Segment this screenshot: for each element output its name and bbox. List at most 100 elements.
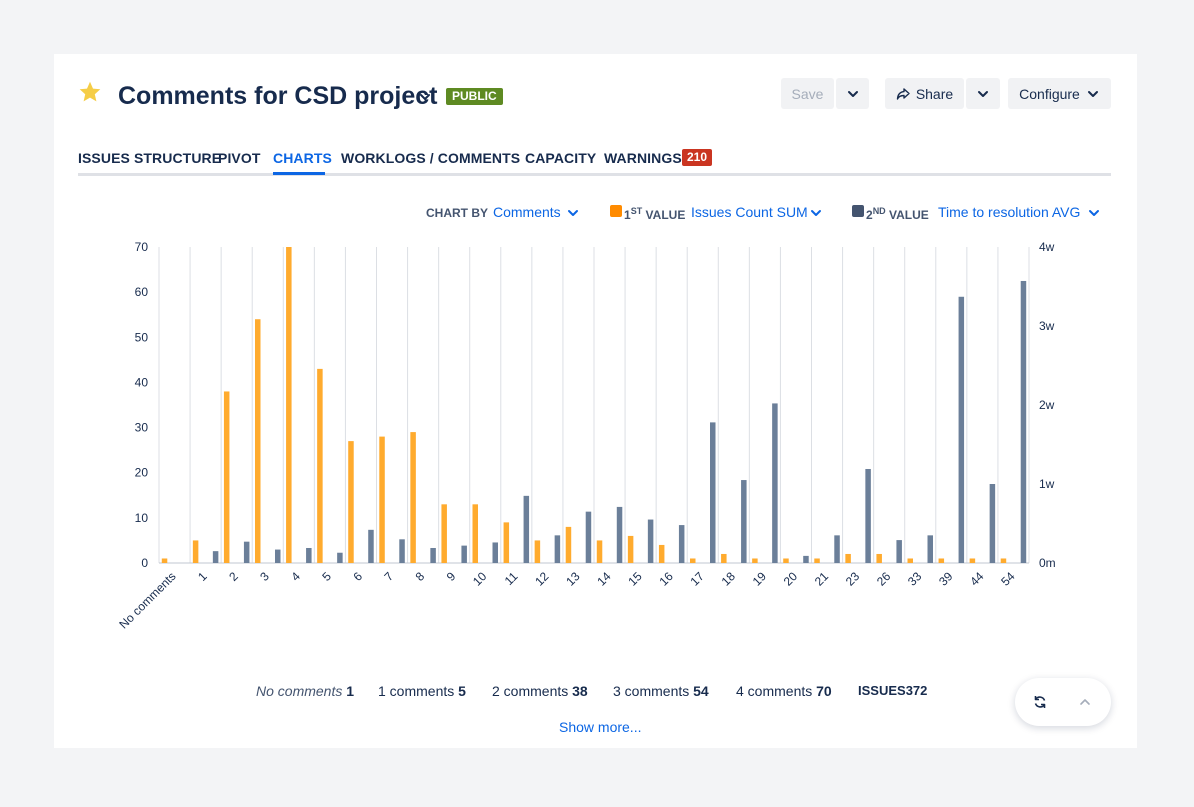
chevron-down-icon[interactable] (810, 207, 822, 219)
second-value-ordinal-suffix: ND (872, 206, 886, 216)
bar-second-value (803, 555, 809, 563)
chevron-down-icon (1087, 90, 1098, 97)
warnings-count-badge: 210 (682, 149, 713, 166)
bar-second-value (1020, 280, 1027, 563)
y-tick-label-left: 0 (141, 556, 148, 570)
chart-by-select[interactable]: Comments (493, 204, 561, 220)
refresh-icon[interactable] (1033, 695, 1047, 709)
summary-row: No comments 1 1 comments 5 2 comments 38… (54, 683, 1137, 703)
summary-value: 38 (572, 683, 588, 699)
x-tick-label: 7 (382, 569, 397, 584)
x-tick-label: 11 (502, 569, 521, 588)
first-value-select[interactable]: Issues Count SUM (691, 204, 808, 220)
x-tick-label: 5 (319, 569, 334, 584)
bar-first-value (317, 368, 323, 563)
x-tick-label: 44 (967, 569, 987, 589)
first-value-swatch (610, 205, 622, 217)
bar-first-value (752, 558, 758, 563)
summary-total-value: 372 (905, 683, 928, 698)
bar-second-value (492, 542, 498, 563)
y-tick-label-right: 0m (1039, 556, 1056, 570)
y-tick-label-left: 70 (135, 240, 149, 254)
y-tick-label-right: 4w (1039, 240, 1055, 254)
tab-bar: ISSUES STRUCTURE PIVOT CHARTS WORKLOGS /… (78, 149, 1111, 176)
y-tick-label-right: 1w (1039, 477, 1055, 491)
chevron-down-icon[interactable] (1088, 207, 1100, 219)
tab-capacity[interactable]: CAPACITY (525, 150, 597, 166)
bar-second-value (368, 529, 374, 563)
second-value-select[interactable]: Time to resolution AVG (938, 204, 1081, 220)
tab-issues-structure[interactable]: ISSUES STRUCTURE (78, 150, 222, 166)
bar-second-value (585, 511, 592, 563)
x-tick-label: 9 (444, 569, 459, 584)
bar-first-value (503, 522, 510, 563)
bar-first-value (690, 558, 696, 563)
bar-second-value (647, 519, 654, 563)
star-icon[interactable] (78, 80, 102, 104)
save-button[interactable]: Save (781, 78, 834, 109)
chevron-down-icon[interactable] (418, 90, 432, 104)
x-tick-label: 21 (812, 569, 832, 589)
configure-button[interactable]: Configure (1008, 78, 1111, 109)
bar-first-value (658, 544, 665, 563)
x-tick-label: 39 (936, 569, 956, 589)
first-value-label: 1ST VALUE (624, 206, 685, 222)
tab-charts[interactable]: CHARTS (273, 150, 332, 166)
bar-first-value (1000, 558, 1007, 563)
bar-second-value (243, 541, 250, 563)
share-button[interactable]: Share (885, 78, 964, 109)
summary-label: 2 comments (492, 683, 569, 699)
save-options-button[interactable] (836, 78, 869, 109)
bar-first-value (348, 441, 354, 563)
bar-second-value (896, 540, 902, 563)
tab-warnings[interactable]: WARNINGS (604, 150, 682, 166)
share-options-button[interactable] (966, 78, 1000, 109)
summary-item: 2 comments 38 (492, 683, 588, 699)
bar-first-value (907, 558, 913, 563)
x-tick-label: No comments (116, 569, 178, 631)
bar-second-value (710, 422, 716, 563)
bar-second-value (212, 551, 219, 563)
y-tick-label-left: 20 (135, 466, 149, 480)
chevron-down-icon[interactable] (567, 207, 579, 219)
tab-worklogs-comments[interactable]: WORKLOGS / COMMENTS (341, 150, 521, 166)
x-tick-label: 16 (656, 569, 676, 589)
chevron-up-icon[interactable] (1079, 696, 1091, 708)
summary-item: 1 comments 5 (378, 683, 466, 699)
summary-value: 5 (458, 683, 466, 699)
summary-total-label: ISSUES (858, 683, 906, 698)
second-value-label: 2ND VALUE (866, 206, 929, 222)
bar-second-value (461, 545, 467, 563)
bar-second-value (741, 480, 747, 563)
bar-first-value (876, 553, 882, 563)
bar-first-value (627, 535, 634, 563)
bar-first-value (938, 558, 945, 563)
summary-item: 3 comments 54 (613, 683, 709, 699)
bar-first-value (286, 247, 292, 563)
bar-first-value (565, 526, 572, 563)
x-tick-label: 3 (257, 569, 272, 584)
bar-second-value (399, 539, 405, 563)
bar-second-value (337, 552, 343, 563)
configure-label: Configure (1019, 85, 1080, 102)
second-value-swatch (852, 205, 864, 217)
x-tick-label: 33 (905, 569, 925, 589)
summary-value: 70 (816, 683, 832, 699)
bar-first-value (534, 540, 541, 563)
y-tick-label-right: 2w (1039, 398, 1055, 412)
x-tick-label: 19 (750, 569, 770, 589)
public-badge: PUBLIC (446, 88, 503, 105)
bar-first-value (223, 391, 230, 563)
bar-first-value (192, 540, 199, 563)
bar-first-value (783, 558, 789, 563)
show-more-link[interactable]: Show more... (559, 719, 642, 735)
bar-second-value (306, 547, 312, 563)
second-value-ordinal: 2 (866, 208, 873, 222)
tab-pivot[interactable]: PIVOT (218, 150, 261, 166)
x-tick-label: 20 (781, 569, 801, 589)
x-tick-label: 26 (874, 569, 894, 589)
bar-second-value (678, 525, 685, 563)
summary-label: No comments (256, 683, 343, 699)
x-tick-label: 15 (625, 569, 645, 589)
summary-value: 1 (346, 683, 355, 699)
